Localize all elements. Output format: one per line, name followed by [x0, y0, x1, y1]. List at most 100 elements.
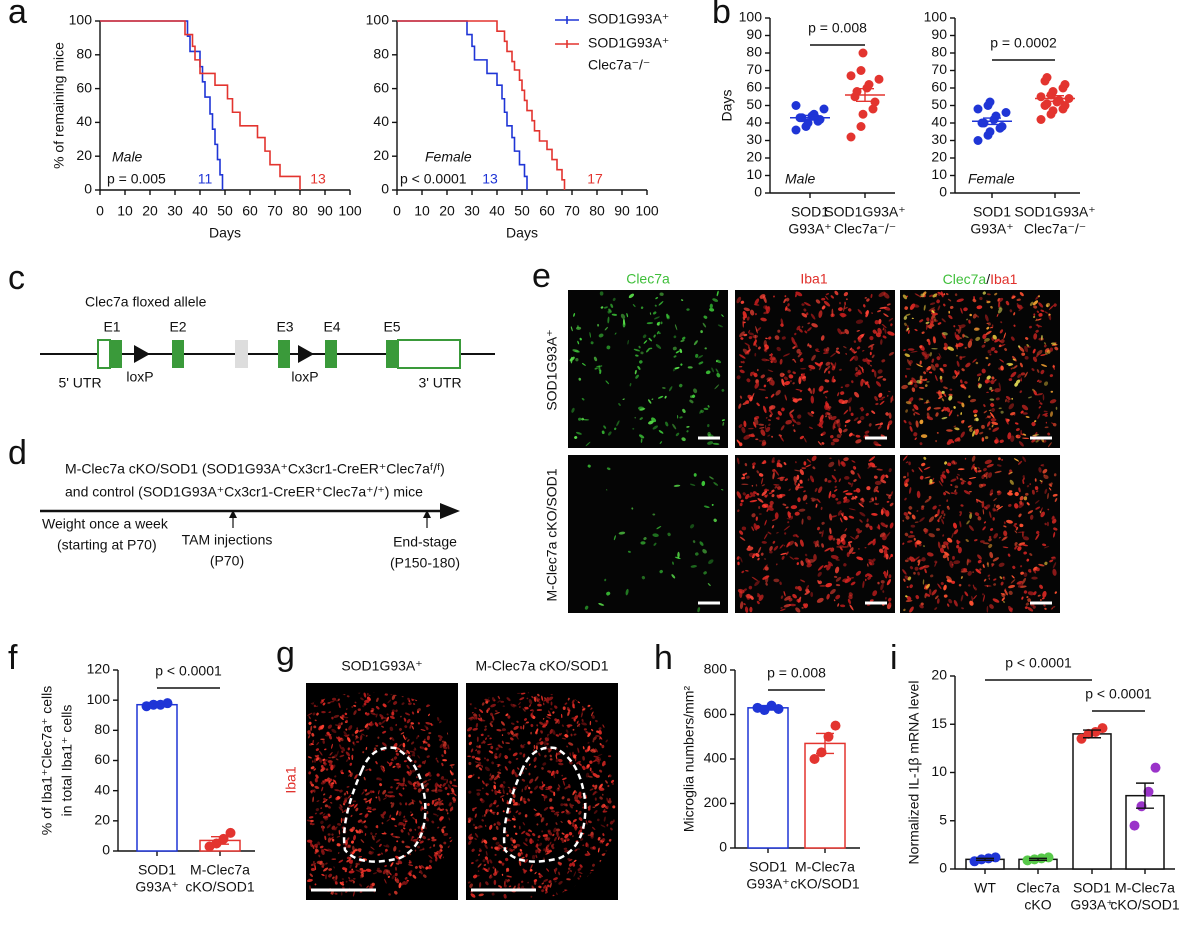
- speckle: [651, 398, 654, 400]
- speckle: [868, 559, 873, 562]
- speckle: [820, 335, 825, 341]
- speckle: [348, 770, 351, 774]
- speckle: [1051, 606, 1056, 609]
- speckle: [423, 784, 427, 788]
- speckle: [803, 490, 806, 493]
- speckle: [821, 521, 825, 525]
- speckle: [915, 539, 921, 545]
- speckle: [511, 844, 514, 846]
- speckle: [934, 513, 938, 518]
- speckle: [604, 326, 608, 331]
- speckle: [471, 862, 474, 865]
- speckle: [582, 765, 586, 771]
- speckle: [986, 375, 991, 380]
- speckle: [959, 520, 962, 528]
- speckle: [877, 425, 882, 430]
- speckle: [375, 761, 378, 765]
- speckle: [558, 871, 561, 876]
- speckle: [751, 576, 758, 581]
- speckle: [629, 382, 632, 387]
- speckle: [788, 488, 791, 491]
- speckle: [827, 370, 831, 374]
- speckle: [949, 305, 954, 309]
- speckle: [387, 875, 391, 878]
- speckle: [964, 381, 968, 384]
- speckle: [544, 849, 549, 853]
- speckle: [422, 835, 426, 840]
- speckle: [882, 546, 885, 550]
- speckle: [968, 584, 971, 587]
- speckle: [960, 576, 963, 579]
- speckle: [1020, 377, 1022, 382]
- speckle: [929, 479, 933, 484]
- speckle: [989, 604, 994, 609]
- speckle: [682, 408, 686, 413]
- speckle: [570, 326, 573, 332]
- speckle: [355, 862, 359, 866]
- speckle: [954, 370, 958, 376]
- speckle: [1008, 403, 1015, 410]
- speckle: [576, 720, 579, 724]
- speckle: [435, 757, 438, 760]
- data-point: [846, 71, 856, 81]
- speckle: [369, 722, 374, 726]
- speckle: [744, 493, 750, 500]
- speckle: [741, 476, 746, 480]
- speckle: [482, 815, 484, 818]
- speckle: [527, 741, 531, 745]
- speckle: [405, 845, 411, 849]
- speckle: [808, 387, 813, 394]
- speckle: [849, 604, 854, 611]
- speckle: [960, 412, 963, 416]
- speckle: [343, 810, 346, 812]
- speckle: [941, 409, 945, 412]
- speckle: [396, 840, 399, 843]
- speckle: [545, 699, 550, 704]
- speckle: [748, 336, 753, 340]
- speckle: [521, 880, 524, 883]
- speckle: [477, 870, 480, 872]
- speckle: [833, 469, 836, 471]
- speckle: [948, 439, 954, 443]
- speckle: [543, 699, 547, 702]
- speckle: [590, 869, 594, 871]
- x-tick-label: M-Clec7a: [795, 859, 855, 875]
- x-tick-label: SOD1G93A⁺: [1014, 204, 1095, 220]
- speckle: [417, 826, 421, 829]
- speckle: [961, 402, 965, 408]
- speckle: [857, 308, 863, 315]
- speckle: [1003, 525, 1007, 528]
- speckle: [674, 324, 678, 331]
- speckle: [529, 709, 534, 712]
- speckle: [947, 556, 949, 562]
- p-value: p = 0.008: [767, 665, 826, 681]
- speckle: [800, 579, 806, 583]
- speckle: [595, 735, 600, 737]
- data-point: [856, 122, 866, 131]
- speckle: [699, 541, 704, 546]
- speckle: [1045, 421, 1048, 424]
- speckle: [573, 871, 577, 877]
- speckle: [634, 416, 636, 419]
- speckle: [487, 808, 490, 812]
- speckle: [871, 465, 878, 468]
- speckle: [1009, 309, 1013, 313]
- speckle: [1047, 442, 1052, 448]
- speckle: [907, 348, 915, 351]
- speckle: [971, 595, 974, 602]
- speckle: [881, 396, 886, 399]
- speckle: [907, 472, 909, 477]
- speckle: [925, 399, 929, 404]
- speckle: [1033, 305, 1038, 309]
- speckle: [1034, 420, 1037, 423]
- speckle: [923, 456, 927, 460]
- speckle: [880, 339, 883, 345]
- speckle: [337, 737, 341, 743]
- speckle: [590, 341, 594, 345]
- speckle: [882, 590, 885, 593]
- speckle: [836, 501, 842, 505]
- data-point: [1129, 820, 1140, 831]
- speckle: [1046, 521, 1050, 527]
- speckle: [913, 571, 916, 575]
- speckle: [956, 545, 960, 549]
